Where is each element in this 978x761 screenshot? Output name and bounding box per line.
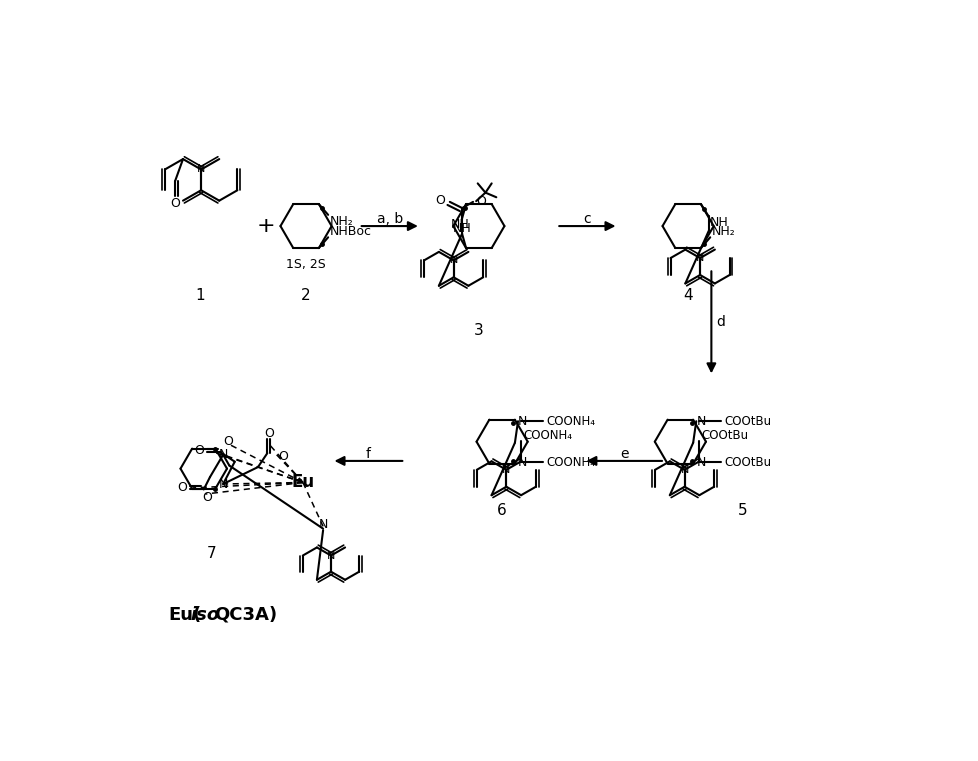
Text: f: f [366,447,371,461]
Text: +: + [256,216,275,236]
Text: NH: NH [709,216,729,229]
Text: O: O [475,195,485,208]
Text: COOtBu: COOtBu [701,428,748,441]
Text: COOtBu: COOtBu [724,456,771,469]
Text: 7: 7 [206,546,216,561]
Text: N: N [327,550,334,561]
Text: 5: 5 [736,504,746,518]
Text: NHBoc: NHBoc [330,224,372,237]
Text: NH₂: NH₂ [330,215,353,228]
Text: c: c [583,212,591,226]
Text: iso: iso [191,606,220,624]
Text: COONH₄: COONH₄ [546,456,595,469]
Text: NH: NH [450,218,468,231]
Text: N: N [449,256,458,266]
Text: 6: 6 [497,504,507,518]
Text: Eu: Eu [291,473,314,492]
Text: N: N [695,415,705,428]
Text: d: d [716,315,725,330]
Text: QC3A): QC3A) [213,606,277,624]
Text: O: O [223,435,233,448]
Text: N: N [517,415,527,428]
Text: O: O [194,444,203,457]
Text: O: O [435,194,445,207]
Text: N: N [318,518,328,531]
Text: N: N [695,253,703,263]
Text: e: e [619,447,628,461]
Text: O: O [278,450,288,463]
Text: 1S, 2S: 1S, 2S [286,258,326,271]
Text: N: N [517,456,527,469]
Text: N: N [218,477,228,491]
Text: 2: 2 [301,288,311,303]
Text: COOtBu: COOtBu [724,415,771,428]
Text: Eu(: Eu( [168,606,201,624]
Text: NH₂: NH₂ [711,224,734,237]
Text: N: N [502,465,510,475]
Text: COONH₄: COONH₄ [546,415,595,428]
Text: N: N [695,456,705,469]
Text: O: O [264,428,274,441]
Text: 4: 4 [683,288,692,303]
Text: 3: 3 [473,323,483,338]
Text: COONH₄: COONH₄ [523,428,572,441]
Text: N: N [218,448,228,461]
Text: N: N [197,164,205,174]
Text: 1: 1 [195,288,204,303]
Text: O: O [177,482,187,495]
Text: N: N [680,465,689,475]
Text: O: O [170,197,180,210]
Text: NH: NH [453,221,471,234]
Text: a, b: a, b [377,212,403,226]
Text: O: O [202,491,212,504]
